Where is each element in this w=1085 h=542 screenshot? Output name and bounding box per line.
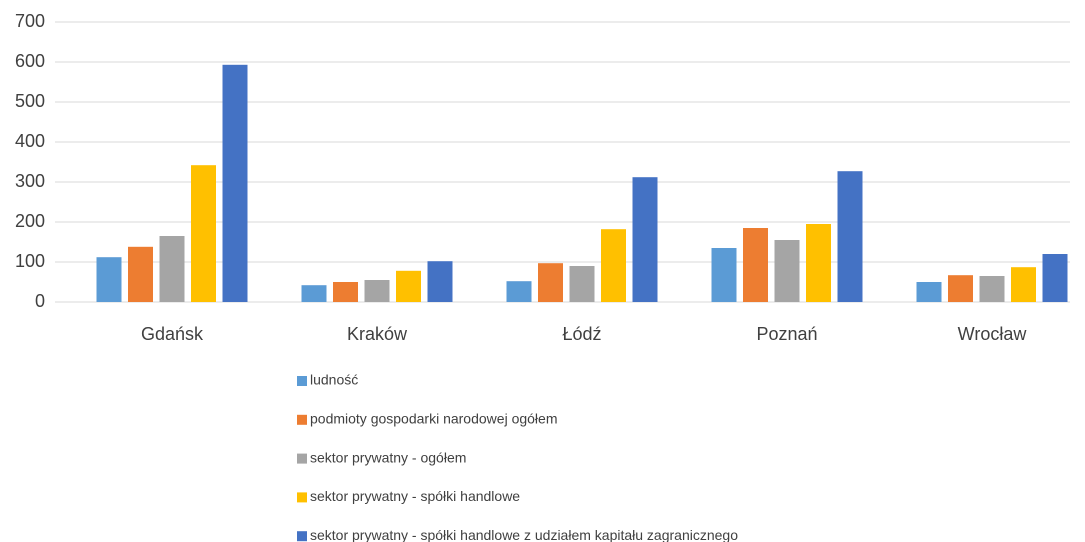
bar [191, 165, 216, 302]
legend-label: podmioty gospodarki narodowej ogółem [310, 411, 557, 427]
x-tick-label: Wrocław [958, 324, 1028, 344]
x-tick-label: Poznań [756, 324, 817, 344]
x-tick-label: Kraków [347, 324, 408, 344]
bar [427, 261, 453, 302]
bar [837, 171, 863, 302]
legend-label: sektor prywatny - spółki handlowe [310, 488, 520, 504]
bar [1042, 254, 1068, 302]
y-tick-label: 0 [35, 291, 45, 311]
bar [333, 282, 358, 302]
bar [806, 224, 831, 302]
legend-swatch [297, 531, 307, 542]
bar [159, 236, 185, 302]
bar [538, 263, 563, 302]
y-tick-label: 100 [15, 251, 45, 271]
legend-label: sektor prywatny - ogółem [310, 449, 466, 465]
bar [301, 285, 327, 302]
bar [711, 248, 737, 302]
bar [601, 229, 626, 302]
bar [979, 276, 1005, 302]
x-tick-label: Łódź [562, 324, 601, 344]
y-tick-label: 700 [15, 11, 45, 31]
x-tick-label: Gdańsk [141, 324, 204, 344]
bar [128, 246, 153, 302]
y-tick-label: 600 [15, 51, 45, 71]
legend-label: ludność [310, 372, 358, 388]
bar [1011, 267, 1036, 302]
legend-swatch [297, 414, 307, 425]
bar [506, 281, 532, 302]
y-tick-label: 500 [15, 91, 45, 111]
legend-swatch [297, 453, 307, 464]
bar [222, 64, 248, 302]
bar [96, 257, 122, 302]
bar [948, 275, 973, 302]
bar [774, 240, 800, 302]
bar [396, 270, 421, 302]
bar [916, 282, 942, 302]
bar [364, 280, 390, 302]
y-tick-label: 400 [15, 131, 45, 151]
legend-swatch [297, 492, 307, 503]
legend-label: sektor prywatny - spółki handlowe z udzi… [310, 527, 738, 542]
legend-swatch [297, 376, 307, 386]
y-tick-label: 200 [15, 211, 45, 231]
bar [569, 266, 595, 302]
bar [743, 228, 768, 302]
bar [632, 177, 658, 302]
y-tick-label: 300 [15, 171, 45, 191]
